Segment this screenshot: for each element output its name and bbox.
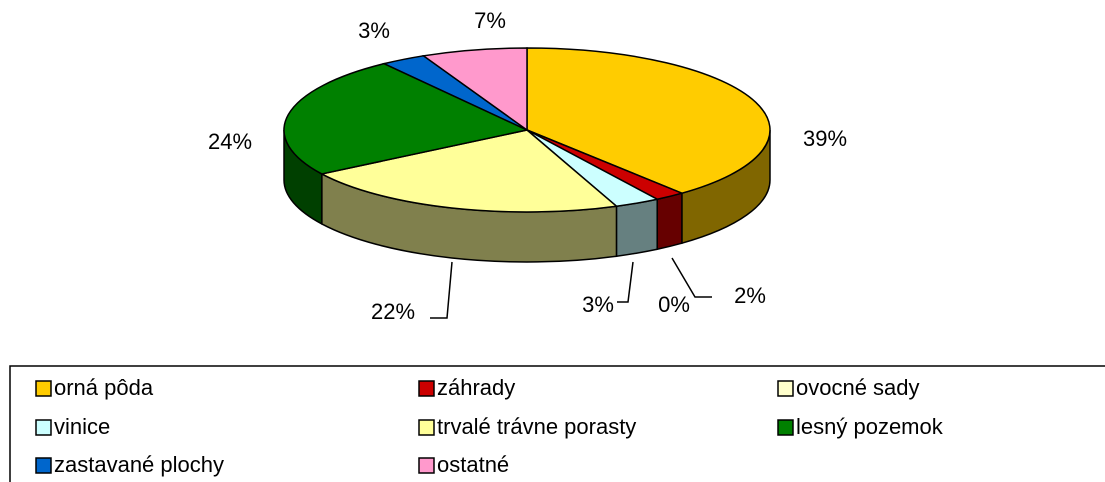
legend-box <box>9 365 1105 482</box>
slice-side <box>615 198 658 258</box>
data-label: 0% <box>658 292 690 317</box>
legend-swatch <box>418 457 435 474</box>
slice-side <box>656 192 683 251</box>
legend-label: ovocné sady <box>796 375 920 400</box>
legend-label: orná pôda <box>54 375 154 400</box>
leader-line <box>617 261 634 303</box>
data-label: 3% <box>582 292 614 317</box>
slice <box>526 47 771 194</box>
legend-label: lesný pozemok <box>796 414 944 439</box>
slice <box>319 129 619 213</box>
legend-label: záhrady <box>437 375 515 400</box>
legend-label: zastavané plochy <box>54 452 224 477</box>
leader-line <box>671 257 712 298</box>
legend-label: vinice <box>54 414 110 439</box>
data-label: 7% <box>474 8 506 33</box>
legend-label: ostatné <box>437 452 509 477</box>
leader-line <box>430 261 453 319</box>
data-label: 22% <box>371 299 415 324</box>
data-label: 24% <box>208 129 252 154</box>
data-label: 3% <box>358 18 390 43</box>
leader-lines <box>430 257 712 319</box>
legend-swatch <box>35 380 52 397</box>
data-label: 2% <box>734 283 766 308</box>
slice <box>283 62 530 175</box>
legend-swatch <box>35 419 52 436</box>
data-label: 39% <box>803 126 847 151</box>
legend-swatch <box>418 380 435 397</box>
legend-swatch <box>35 457 52 474</box>
slice <box>421 47 528 132</box>
legend-swatch <box>777 380 794 397</box>
legend-swatch <box>777 419 794 436</box>
legend-swatch <box>418 419 435 436</box>
legend-label: trvalé trávne porasty <box>437 414 636 439</box>
